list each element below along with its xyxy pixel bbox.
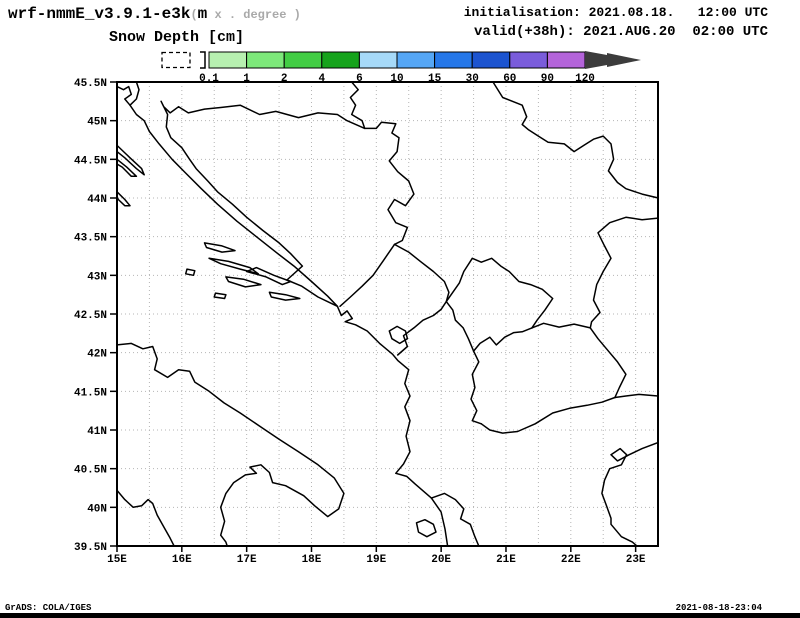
y-tick-label: 42N	[87, 349, 107, 361]
model-title-suffix: m	[197, 5, 208, 23]
outline-kosovo-south	[472, 327, 533, 352]
colorbar-segment	[434, 51, 473, 69]
model-title-main: wrf-nmmE_v3.9.1-e3k	[8, 5, 191, 23]
outline-croatia-bosnia-border	[160, 100, 366, 308]
y-tick-label: 41.5N	[74, 387, 107, 399]
valid-time: valid(+38h): 2021.AUG.20 02:00 UTC	[473, 24, 768, 40]
model-title: wrf-nmmE_v3.9.1-e3k(m x . degree )	[8, 5, 301, 23]
map-gridlines	[117, 82, 658, 546]
map-frame	[116, 81, 659, 547]
outline-island-mljet	[268, 291, 301, 301]
y-tick-label: 44N	[87, 194, 107, 206]
page-title: Snow Depth [cm]	[109, 29, 245, 46]
outline-macedonia-greece-border	[480, 396, 616, 434]
y-tick-label: 45N	[87, 117, 107, 129]
colorbar-tick-label: 4	[318, 73, 325, 85]
colorbar-segment	[546, 51, 586, 69]
outline-island-lastovo	[213, 292, 227, 300]
colorbar: 0.1 1 2 4 6 10 15 30 60 90 120	[161, 51, 641, 85]
y-tick-label: 41N	[87, 426, 107, 438]
colorbar-overflow-arrow	[585, 51, 641, 69]
outline-kosovo-west	[445, 300, 475, 352]
x-tick-label: 20E	[431, 554, 451, 566]
outline-corfu-island	[415, 518, 437, 538]
y-tick-label: 40.5N	[74, 465, 107, 477]
colorbar-left-bracket	[200, 51, 206, 69]
x-tick-label: 22E	[561, 554, 581, 566]
initialisation-time: initialisation: 2021.08.18. 12:00 UTC	[463, 5, 768, 20]
outline-island-vis	[184, 268, 196, 277]
colorbar-tick-label: 10	[390, 73, 403, 85]
outline-serbia-bulgaria-border	[589, 216, 658, 329]
outline-albania-macedonia-border	[470, 350, 483, 425]
colorbar-tick-label: 2	[281, 73, 288, 85]
outline-italy-east-coast	[117, 342, 345, 546]
creation-timestamp: 2021-08-18-23:04	[675, 603, 762, 613]
x-tick-label: 18E	[302, 554, 322, 566]
y-tick-label: 43N	[87, 271, 107, 283]
outline-adriatic-coast	[129, 104, 449, 546]
outline-island-pag	[117, 144, 145, 176]
colorbar-segment	[283, 51, 323, 69]
outline-bosnia-montenegro-border	[339, 243, 396, 308]
y-tick-label: 45.5N	[74, 78, 107, 90]
outline-macedonia-east-border	[589, 327, 627, 399]
outline-italy-tyrrhenian-coast	[117, 489, 175, 546]
outline-macedonia-north-border	[531, 322, 592, 329]
y-tick-label: 43.5N	[74, 233, 107, 245]
run-info: initialisation: 2021.08.18. 12:00 UTC va…	[464, 5, 768, 40]
colorbar-tick-label: 15	[428, 73, 442, 85]
outline-greece-bulgaria-border	[614, 393, 658, 399]
outline-sava-drina-border	[349, 82, 415, 246]
colorbar-segment	[509, 51, 548, 69]
colorbar-tick-label: 60	[503, 73, 516, 85]
outline-albania-greece-border	[430, 492, 480, 546]
outline-danube-border	[492, 82, 658, 199]
outline-montenegro-serbia-border	[393, 243, 450, 303]
colorbar-segment	[321, 51, 360, 69]
y-tick-label: 42.5N	[74, 310, 107, 322]
outline-istria-coast	[117, 82, 140, 106]
outline-island-dugi-otok	[117, 158, 138, 178]
colorbar-segment	[208, 51, 248, 69]
grads-credit: GrADS: COLA/IGES	[5, 603, 92, 613]
outline-kosovo-north-east	[445, 257, 554, 329]
colorbar-segment	[358, 51, 398, 69]
colorbar-tick-label: 6	[356, 73, 363, 85]
x-tick-label: 23E	[626, 554, 646, 566]
colorbar-segment	[246, 51, 285, 69]
x-tick-label: 17E	[237, 554, 257, 566]
colorbar-segment	[396, 51, 436, 69]
x-tick-label: 19E	[366, 554, 386, 566]
model-title-paren: (	[190, 8, 198, 22]
outline-island-brac	[203, 242, 236, 253]
colorbar-tick-label: 1	[243, 73, 250, 85]
x-tick-label: 15E	[107, 554, 127, 566]
outline-aegean-coast	[601, 441, 658, 546]
y-tick-label: 40N	[87, 503, 107, 515]
colorbar-segment	[471, 51, 511, 69]
colorbar-tick-label: 30	[466, 73, 479, 85]
y-tick-label: 44.5N	[74, 155, 107, 167]
colorbar-tick-label: 120	[575, 73, 595, 85]
outline-island-korcula	[225, 276, 262, 288]
y-tick-label: 39.5N	[74, 542, 107, 554]
model-grid-units: x . degree )	[207, 8, 301, 22]
colorbar-undefined-box	[161, 51, 191, 69]
colorbar-tick-label: 0.1	[199, 73, 219, 85]
outline-peljesac-peninsula	[245, 266, 292, 286]
bottom-black-bar	[0, 613, 800, 618]
x-tick-label: 16E	[172, 554, 192, 566]
map-coastlines	[117, 82, 658, 546]
x-tick-label: 21E	[496, 554, 516, 566]
outline-lake-scutari	[388, 325, 409, 345]
outline-island-edge-south	[117, 191, 131, 207]
axis-layer: 45.5N 45N 44.5N 44N 43.5N 43N 42.5N 42N 41.5N 41N…	[74, 78, 646, 566]
outline-island-hvar	[208, 257, 260, 275]
colorbar-tick-label: 90	[541, 73, 554, 85]
outline-montenegro-albania-border	[396, 300, 448, 356]
